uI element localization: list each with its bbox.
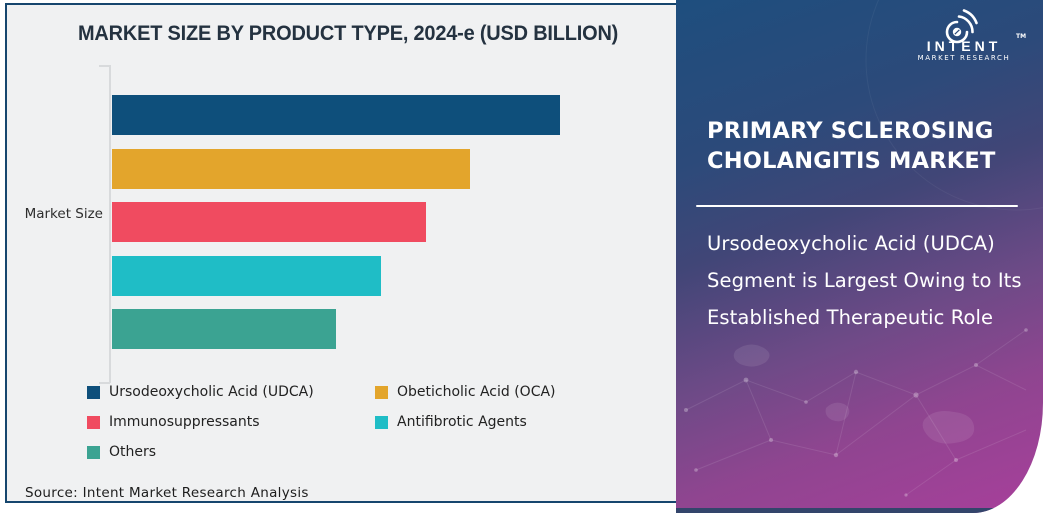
legend-label: Immunosuppressants [109,414,260,430]
axis-tick-top [99,65,110,67]
logo-name: INTENT [926,38,1002,54]
category-axis-line [109,65,111,383]
panel-bottom-strip [676,508,1043,513]
chart-card: MARKET SIZE BY PRODUCT TYPE, 2024-e (USD… [5,3,676,503]
panel-gradient: INTENT TM MARKET RESEARCH PRIMARY SCLERO… [676,0,1043,513]
source-note: Source: Intent Market Research Analysis [25,485,309,501]
panel-heading: PRIMARY SCLEROSING CHOLANGITIS MARKET [707,118,996,174]
chart-title: MARKET SIZE BY PRODUCT TYPE, 2024-e (USD… [78,22,619,45]
legend-swatch [375,385,388,399]
legend-swatch [87,385,100,399]
bars [112,95,672,355]
logo-subtitle: MARKET RESEARCH [917,54,1011,62]
logo-tm: TM [1016,33,1027,40]
legend-label: Obeticholic Acid (OCA) [397,384,556,400]
panel-body-text: Ursodeoxycholic Acid (UDCA) Segment is L… [707,232,1022,329]
legend-label: Others [109,444,157,460]
chart-bar [112,149,470,189]
axis-label-market-size: Market Size [24,206,103,222]
legend-item: Antifibrotic Agents [375,414,635,430]
right-panel: INTENT TM MARKET RESEARCH PRIMARY SCLERO… [676,0,1043,513]
axis-tick-bottom [99,382,110,384]
chart-bar [112,202,426,242]
intent-market-research-logo: INTENT TM MARKET RESEARCH [908,7,1027,63]
legend-swatch [375,415,388,429]
radar-arcs-icon [945,9,978,44]
legend-swatch [87,415,100,429]
chart-bar [112,95,560,135]
legend-item: Immunosuppressants [87,414,375,430]
legend-label: Antifibrotic Agents [397,414,527,430]
chart-legend: Ursodeoxycholic Acid (UDCA) Obeticholic A… [87,384,635,460]
legend-item: Obeticholic Acid (OCA) [375,384,635,400]
legend-swatch [87,445,100,459]
legend-item: Ursodeoxycholic Acid (UDCA) [87,384,375,400]
legend-item: Others [87,444,375,460]
panel-divider [696,205,1018,207]
chart-bar [112,256,381,296]
legend-label: Ursodeoxycholic Acid (UDCA) [109,384,314,400]
chart-bar [112,309,336,349]
